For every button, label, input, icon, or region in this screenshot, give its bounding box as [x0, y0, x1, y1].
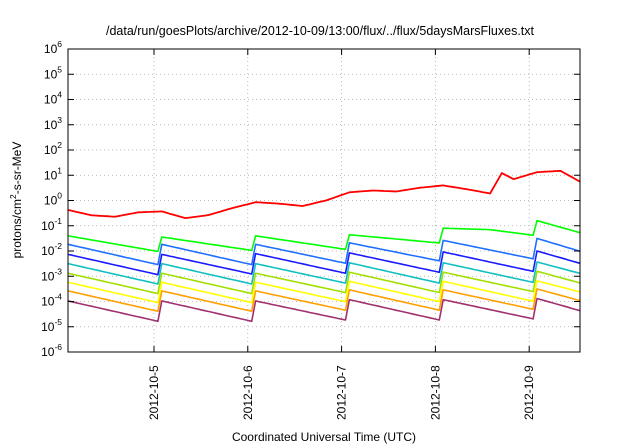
y-tick-label: 10-3 — [41, 266, 62, 283]
x-tick-label: 2012-10-7 — [335, 365, 349, 420]
series-line — [67, 237, 581, 266]
x-tick-label: 2012-10-9 — [522, 365, 536, 420]
series-line — [67, 261, 581, 285]
x-axis-label: Coordinated Universal Time (UTC) — [232, 430, 416, 444]
y-tick-label: 106 — [44, 39, 62, 56]
y-tick-label: 10-6 — [41, 342, 62, 359]
series-line — [67, 297, 581, 323]
y-tick-label: 10-2 — [41, 241, 62, 258]
chart-title: /data/run/goesPlots/archive/2012-10-09/1… — [106, 24, 535, 38]
axes: 10-6 10-5 10-4 10-3 10-2 10-1 100 101 102 103 104 1… — [41, 39, 581, 420]
y-tick-label: 104 — [44, 90, 62, 107]
y-tick-label: 103 — [44, 115, 62, 132]
series-line — [67, 169, 581, 219]
x-tick-label: 2012-10-5 — [147, 365, 161, 420]
x-tick-label: 2012-10-8 — [428, 365, 442, 420]
series-line — [67, 270, 581, 295]
x-tick-label: 2012-10-6 — [241, 365, 255, 420]
y-tick-label: 105 — [44, 64, 62, 81]
series-line — [67, 280, 581, 304]
series-line — [67, 219, 581, 253]
series-line — [67, 288, 581, 312]
y-tick-label: 100 — [44, 191, 62, 208]
y-tick-label: 10-1 — [41, 216, 62, 233]
y-tick-label: 102 — [44, 140, 62, 157]
plot-series — [67, 169, 581, 323]
plot-frame — [67, 48, 581, 353]
series-line — [67, 250, 581, 276]
y-tick-label: 10-5 — [41, 317, 62, 334]
y-tick-label: 101 — [44, 165, 62, 182]
y-tick-label: 10-4 — [41, 292, 62, 309]
y-axis-label: protons/cm2-s-sr-MeV — [8, 142, 24, 259]
